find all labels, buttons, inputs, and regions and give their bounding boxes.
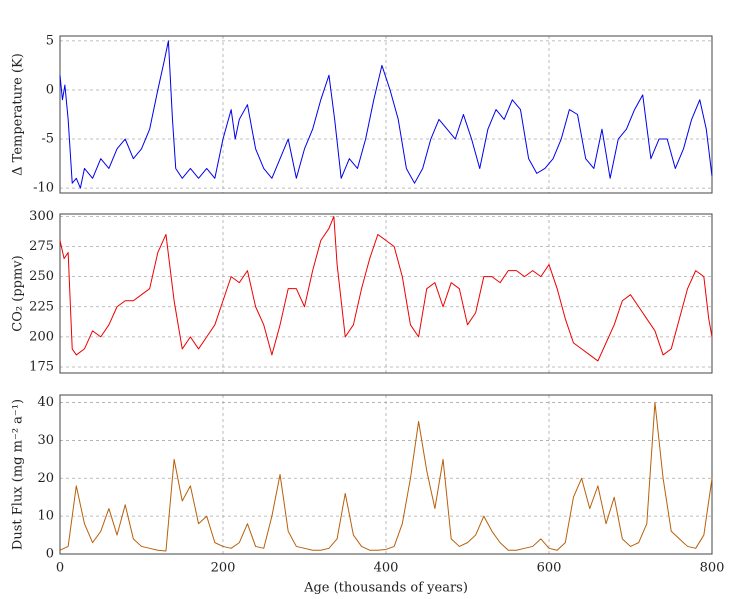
x-tick-label: 200 bbox=[211, 561, 236, 576]
y-tick-label: 275 bbox=[29, 239, 54, 254]
y-tick-label: 30 bbox=[37, 433, 54, 448]
y-tick-label: 250 bbox=[29, 269, 54, 284]
plot-frame bbox=[59, 35, 713, 194]
x-tick-label: 600 bbox=[537, 561, 562, 576]
y-tick-label: 10 bbox=[37, 509, 54, 524]
plot-frame bbox=[59, 394, 713, 555]
y-axis-label: Dust Flux (mg m⁻² a⁻¹) bbox=[11, 399, 26, 550]
y-tick-label: -5 bbox=[41, 132, 54, 147]
y-axis-label: CO₂ (ppmv) bbox=[11, 255, 26, 331]
y-tick-label: 0 bbox=[46, 547, 54, 562]
y-tick-label: 300 bbox=[29, 209, 54, 224]
y-axis-label: Δ Temperature (K) bbox=[11, 53, 26, 176]
plot-frame bbox=[59, 213, 713, 374]
y-tick-label: 175 bbox=[29, 359, 54, 374]
data-line bbox=[59, 215, 713, 362]
y-tick-label: 5 bbox=[46, 33, 54, 48]
data-line bbox=[59, 40, 713, 189]
data-line bbox=[59, 402, 713, 552]
y-tick-label: 0 bbox=[46, 82, 54, 97]
x-tick-label: 400 bbox=[374, 561, 399, 576]
y-tick-label: 225 bbox=[29, 299, 54, 314]
y-tick-label: 200 bbox=[29, 329, 54, 344]
x-axis-label: Age (thousands of years) bbox=[303, 581, 468, 596]
y-tick-label: -10 bbox=[33, 181, 54, 196]
y-tick-label: 20 bbox=[37, 471, 54, 486]
y-tick-label: 40 bbox=[37, 395, 54, 410]
x-tick-label: 0 bbox=[56, 561, 64, 576]
x-tick-label: 800 bbox=[700, 561, 725, 576]
